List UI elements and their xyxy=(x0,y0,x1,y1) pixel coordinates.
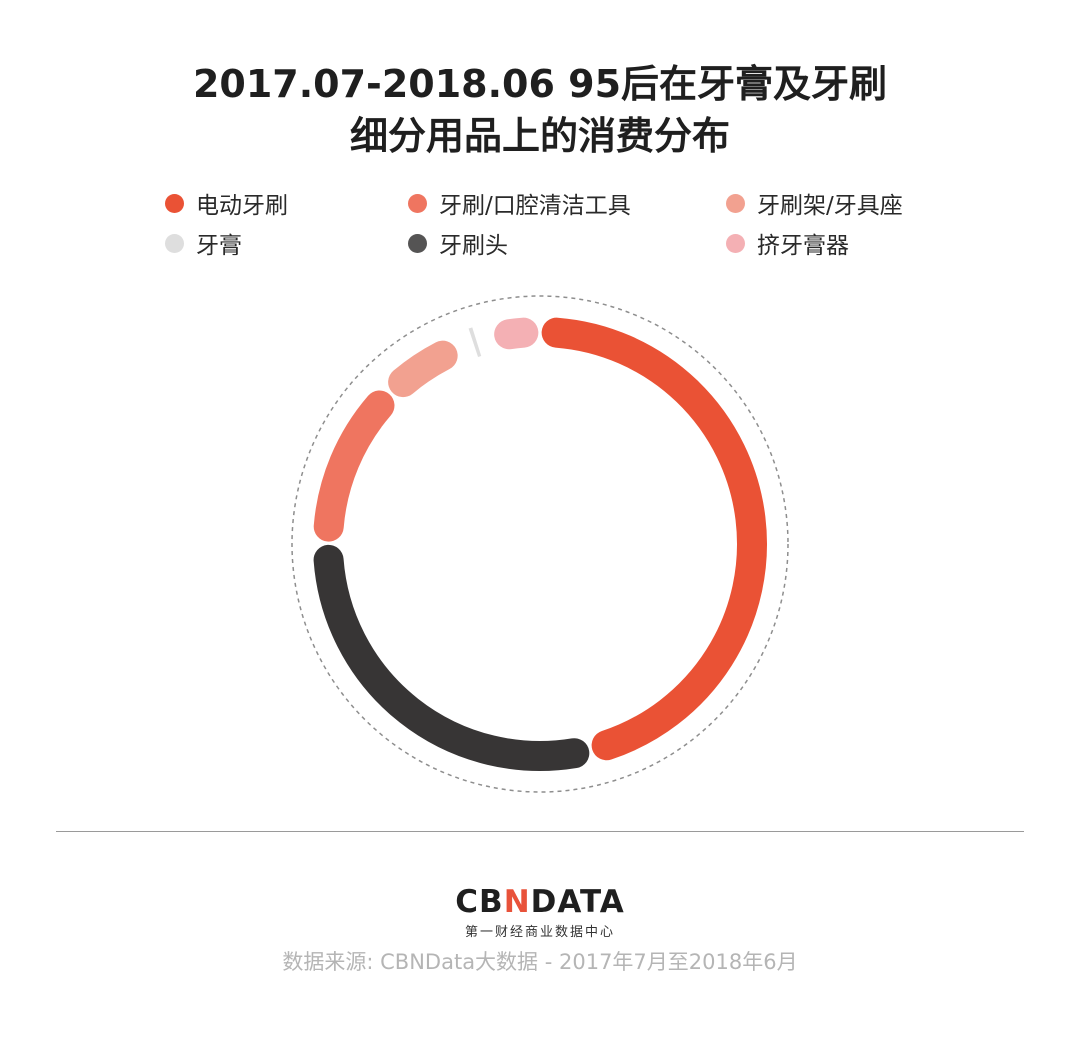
legend-label: 牙刷架/牙具座 xyxy=(757,193,903,219)
legend-swatch xyxy=(165,193,184,213)
legend-label: 电动牙刷 xyxy=(196,193,288,219)
title-line-2: 细分用品上的消费分布 xyxy=(349,114,730,158)
chart-legend: 电动牙刷 牙刷/口腔清洁工具 牙刷架/牙具座 牙膏 牙刷头 挤牙膏器 xyxy=(0,0,1080,260)
logo-subtitle: 第一财经商业数据中心 xyxy=(464,925,615,940)
legend-item: 挤牙膏器 xyxy=(726,228,849,259)
legend-swatch xyxy=(408,233,427,253)
donut-slice-1 xyxy=(313,390,395,542)
legend-item: 牙刷/口腔清洁工具 xyxy=(408,188,631,219)
legend-item: 电动牙刷 xyxy=(165,188,288,219)
title-line-1: 2017.07-2018.06 95后在牙膏及牙刷 xyxy=(192,62,888,106)
legend-swatch xyxy=(726,233,745,253)
logo-text-accent: N xyxy=(503,884,531,920)
legend-swatch xyxy=(408,193,427,213)
footer-divider xyxy=(56,831,1024,832)
legend-swatch xyxy=(165,233,184,253)
donut-slice-2 xyxy=(388,340,458,398)
legend-label: 牙刷/口腔清洁工具 xyxy=(439,193,631,219)
donut-chart xyxy=(291,295,789,793)
logo-text-1: CB xyxy=(455,884,504,920)
donut-slice-3 xyxy=(468,327,482,358)
legend-swatch xyxy=(726,193,745,213)
donut-slice-0 xyxy=(541,317,767,761)
outer-dashed-ring xyxy=(291,295,789,793)
cbndata-logo: CBNDATA xyxy=(0,884,1080,920)
legend-item: 牙刷头 xyxy=(408,228,508,259)
legend-item: 牙膏 xyxy=(165,228,242,259)
legend-label: 牙膏 xyxy=(196,233,242,259)
legend-label: 牙刷头 xyxy=(439,233,508,259)
donut-slices xyxy=(313,317,767,771)
donut-slice-4 xyxy=(313,544,590,771)
donut-slice-5 xyxy=(494,317,539,350)
chart-title: 2017.07-2018.06 95后在牙膏及牙刷 细分用品上的消费分布 xyxy=(0,58,1080,162)
logo-text-2: DATA xyxy=(530,884,625,920)
data-source: 数据来源: CBNData大数据 - 2017年7月至2018年6月 xyxy=(282,950,798,974)
legend-label: 挤牙膏器 xyxy=(757,233,849,259)
legend-item: 牙刷架/牙具座 xyxy=(726,188,903,219)
